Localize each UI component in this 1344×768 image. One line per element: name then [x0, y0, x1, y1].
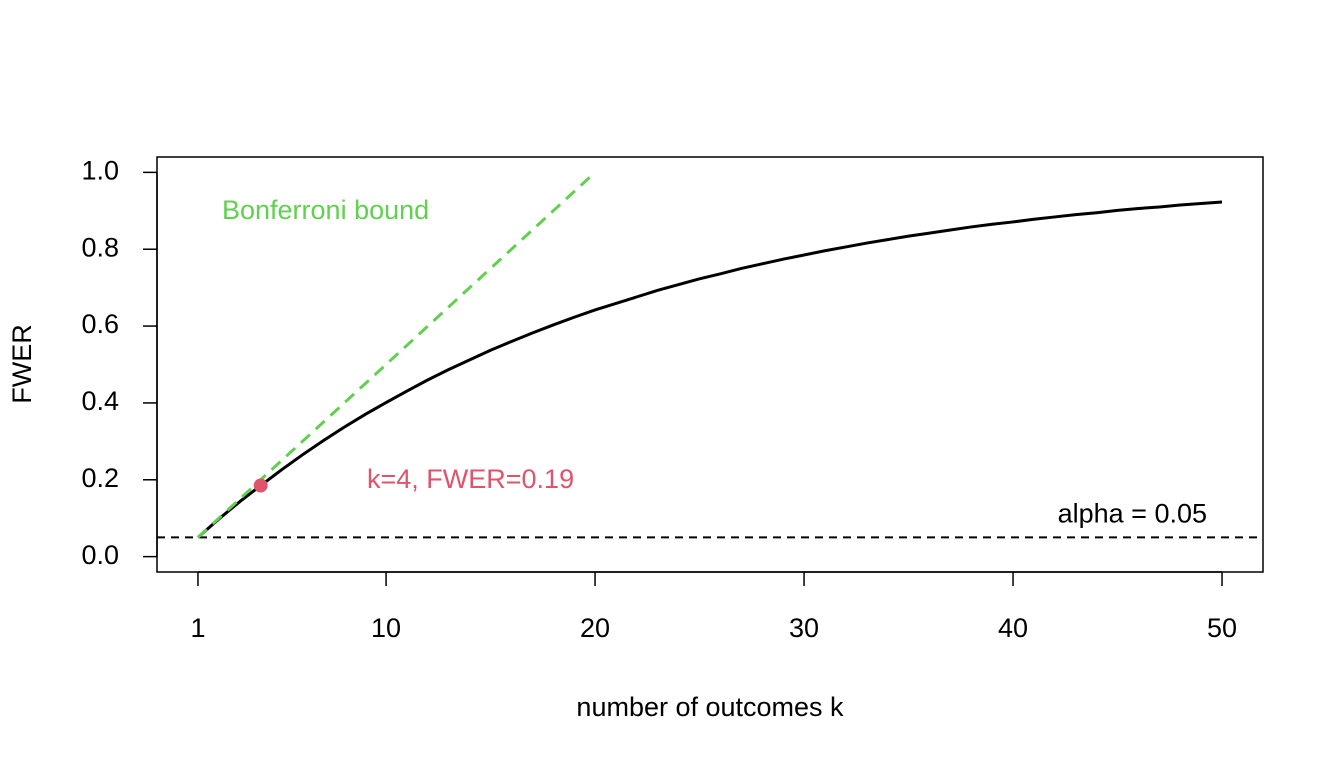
series-line — [196, 171, 597, 539]
x-tick-label: 10 — [371, 613, 401, 643]
point-label: k=4, FWER=0.19 — [367, 464, 574, 494]
x-tick-label: 1 — [190, 613, 205, 643]
x-axis-label: number of outcomes k — [576, 692, 844, 722]
y-tick-label: 0.4 — [81, 386, 119, 416]
y-tick-label: 0.8 — [81, 232, 119, 262]
y-tick-label: 0.2 — [81, 463, 119, 493]
x-tick-label: 20 — [580, 613, 610, 643]
series-label: Bonferroni bound — [222, 195, 429, 225]
x-tick-label: 50 — [1207, 613, 1237, 643]
series-line — [196, 200, 1223, 539]
x-tick-label: 30 — [789, 613, 819, 643]
reference-label: alpha = 0.05 — [1058, 499, 1207, 529]
y-tick-label: 1.0 — [81, 155, 119, 185]
y-axis-label: FWER — [7, 324, 37, 403]
x-tick-label: 40 — [998, 613, 1028, 643]
y-tick-label: 0.6 — [81, 309, 119, 339]
highlight-point — [253, 478, 268, 493]
y-tick-label: 0.0 — [81, 540, 119, 570]
